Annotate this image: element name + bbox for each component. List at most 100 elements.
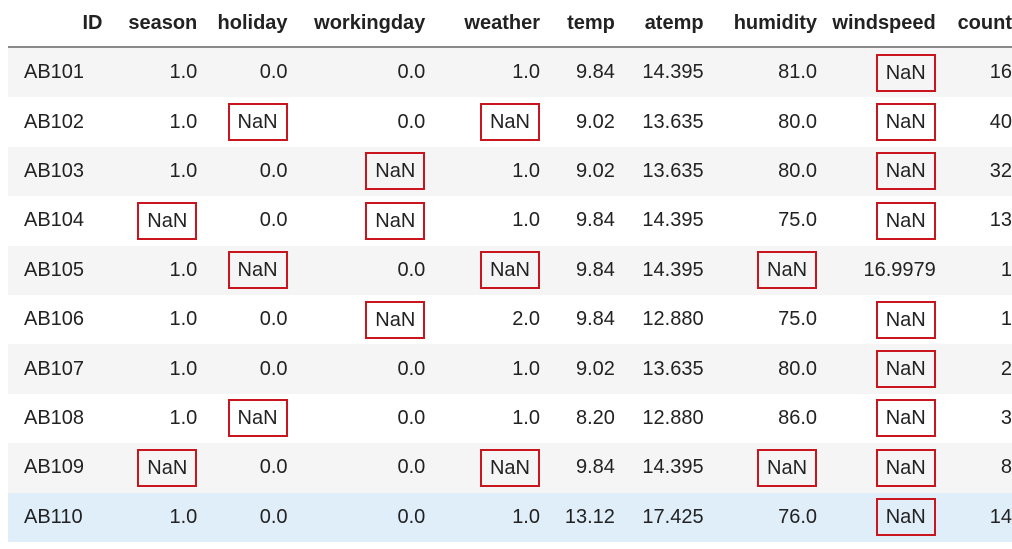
missing-value-highlight: NaN [875, 103, 936, 142]
table-cell: 0.0 [197, 492, 288, 542]
missing-value-highlight: NaN [875, 152, 936, 191]
missing-value-highlight: NaN [479, 103, 540, 142]
cell-value: 1.0 [169, 308, 198, 331]
table-row: AB102 1.0 NaN 0.0 NaN 9.02 13.635 80.0 NaN 40 [8, 97, 1012, 147]
cell-value: 13 [989, 209, 1012, 232]
table-cell: 13.635 [614, 97, 704, 147]
table-cell: 86.0 [703, 393, 818, 444]
cell-value: 1.0 [512, 209, 540, 232]
cell-value: 1.0 [169, 505, 198, 528]
table-cell: 9.84 [540, 245, 615, 295]
header-windspeed: windspeed [817, 0, 936, 48]
cell-value: 81.0 [778, 61, 818, 84]
missing-value-highlight: NaN [757, 448, 818, 487]
table-cell: 14.395 [614, 196, 704, 246]
table-body: AB101 1.0 0.0 0.0 1.0 9.84 14.395 81.0 NaN 16 AB10… [8, 47, 1012, 542]
cell-value: 75.0 [778, 209, 818, 232]
table-cell: NaN [102, 443, 198, 493]
table-cell: 0.0 [197, 294, 288, 345]
cell-value: 80.0 [778, 110, 818, 133]
table-cell: 0.0 [287, 47, 426, 98]
table-cell: 13.635 [614, 344, 704, 394]
header-holiday: holiday [197, 0, 288, 48]
cell-value: 14.395 [642, 209, 704, 232]
cell-value: 9.84 [575, 258, 615, 281]
table-cell: 14 [935, 492, 1012, 542]
table-row: AB107 1.0 0.0 0.0 1.0 9.02 13.635 80.0 NaN 2 [8, 344, 1012, 394]
cell-value: 14 [989, 505, 1012, 528]
table-cell: AB103 [8, 146, 103, 197]
table-cell: 1.0 [425, 146, 540, 197]
cell-value: 76.0 [778, 505, 818, 528]
table-cell: 75.0 [703, 294, 818, 345]
cell-value: 17.425 [642, 505, 704, 528]
table-cell: NaN [197, 97, 288, 147]
cell-value: 0.0 [397, 258, 426, 281]
cell-value: 1.0 [169, 406, 198, 429]
cell-value: 2.0 [512, 308, 540, 331]
missing-value-highlight: NaN [875, 201, 936, 240]
table-cell: AB104 [8, 196, 103, 246]
header-weather: weather [425, 0, 540, 48]
cell-value: 1 [1000, 258, 1012, 281]
cell-value: 0.0 [259, 505, 288, 528]
cell-value: 9.84 [575, 61, 615, 84]
missing-value-highlight: NaN [875, 498, 936, 537]
missing-value-highlight: NaN [875, 448, 936, 487]
cell-value: 0.0 [259, 159, 288, 182]
table-row: AB104 NaN 0.0 NaN 1.0 9.84 14.395 75.0 NaN 13 [8, 196, 1012, 246]
cell-value: 1.0 [512, 505, 540, 528]
header-humidity: humidity [703, 0, 818, 48]
cell-value: 13.635 [642, 357, 704, 380]
table-cell: 1.0 [102, 344, 198, 394]
table-cell: 1.0 [102, 146, 198, 197]
table-cell: NaN [817, 97, 936, 147]
table-cell: 80.0 [703, 344, 818, 394]
missing-value-highlight: NaN [137, 448, 198, 487]
missing-value-highlight: NaN [479, 448, 540, 487]
cell-value: AB102 [24, 110, 85, 133]
table-cell: 9.02 [540, 146, 615, 197]
table-cell: 14.395 [614, 245, 704, 295]
cell-value: 14.395 [642, 61, 704, 84]
cell-value: 0.0 [397, 505, 426, 528]
cell-value: 9.02 [575, 357, 615, 380]
cell-value: 9.02 [575, 159, 615, 182]
cell-value: 9.02 [575, 110, 615, 133]
table-row: AB101 1.0 0.0 0.0 1.0 9.84 14.395 81.0 NaN 16 [8, 47, 1012, 98]
missing-value-highlight: NaN [137, 201, 198, 240]
cell-value: 86.0 [778, 406, 818, 429]
missing-value-highlight: NaN [365, 201, 426, 240]
header-temp: temp [540, 0, 615, 48]
table-cell: 1.0 [425, 393, 540, 444]
table-cell: 16 [935, 47, 1012, 98]
table-cell: 0.0 [287, 492, 426, 542]
cell-value: 16.9979 [863, 258, 936, 281]
table-cell: 1.0 [425, 492, 540, 542]
cell-value: 8.20 [575, 406, 615, 429]
cell-value: 80.0 [778, 357, 818, 380]
cell-value: AB101 [24, 61, 85, 84]
table-cell: NaN [425, 97, 540, 147]
table-cell: 0.0 [287, 443, 426, 493]
table-cell: 1.0 [425, 196, 540, 246]
cell-value: 0.0 [259, 209, 288, 232]
table-cell: AB101 [8, 47, 103, 98]
table-cell: 75.0 [703, 196, 818, 246]
table-cell: 0.0 [197, 196, 288, 246]
table-cell: 17.425 [614, 492, 704, 542]
table-cell: NaN [703, 443, 818, 493]
table-cell: 1 [935, 245, 1012, 295]
table-cell: NaN [817, 47, 936, 98]
table-cell: 8 [935, 443, 1012, 493]
table-cell: 9.02 [540, 344, 615, 394]
table-cell: 1 [935, 294, 1012, 345]
cell-value: AB103 [24, 159, 85, 182]
table-cell: 1.0 [102, 294, 198, 345]
header-row: ID season holiday workingday weather tem… [8, 0, 1012, 48]
table-cell: 1.0 [102, 492, 198, 542]
table-cell: 2.0 [425, 294, 540, 345]
cell-value: 0.0 [259, 308, 288, 331]
table-cell: NaN [287, 146, 426, 197]
cell-value: 0.0 [259, 456, 288, 479]
